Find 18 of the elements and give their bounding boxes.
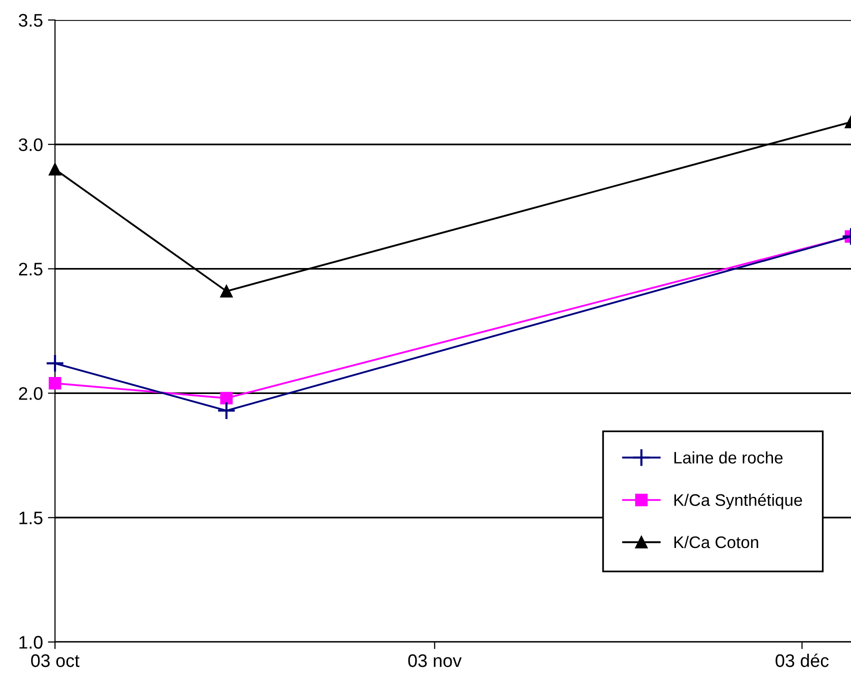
point	[46, 354, 64, 373]
y-tick-label: 3.0	[18, 138, 42, 152]
point	[220, 284, 233, 298]
point	[48, 377, 62, 390]
legend-label: Laine de roche	[674, 451, 783, 464]
x-tick-label: 03 nov	[408, 654, 462, 668]
legend-label: K/Ca Coton	[674, 536, 758, 548]
y-tick-label: 3.5	[18, 14, 42, 27]
y-tick-label: 2.0	[19, 387, 42, 400]
x-tick-label: 03 déc	[776, 654, 829, 668]
y-tick-label: 2.5	[19, 262, 42, 276]
y-tick-label: 1.0	[19, 636, 42, 649]
x-tick-label: 03 oct	[31, 654, 80, 668]
y-tick-label: 1.5	[19, 512, 42, 524]
legend-label: K/Ca Synthétique	[674, 494, 802, 510]
point	[48, 163, 62, 176]
point	[217, 401, 236, 420]
point	[220, 392, 233, 404]
